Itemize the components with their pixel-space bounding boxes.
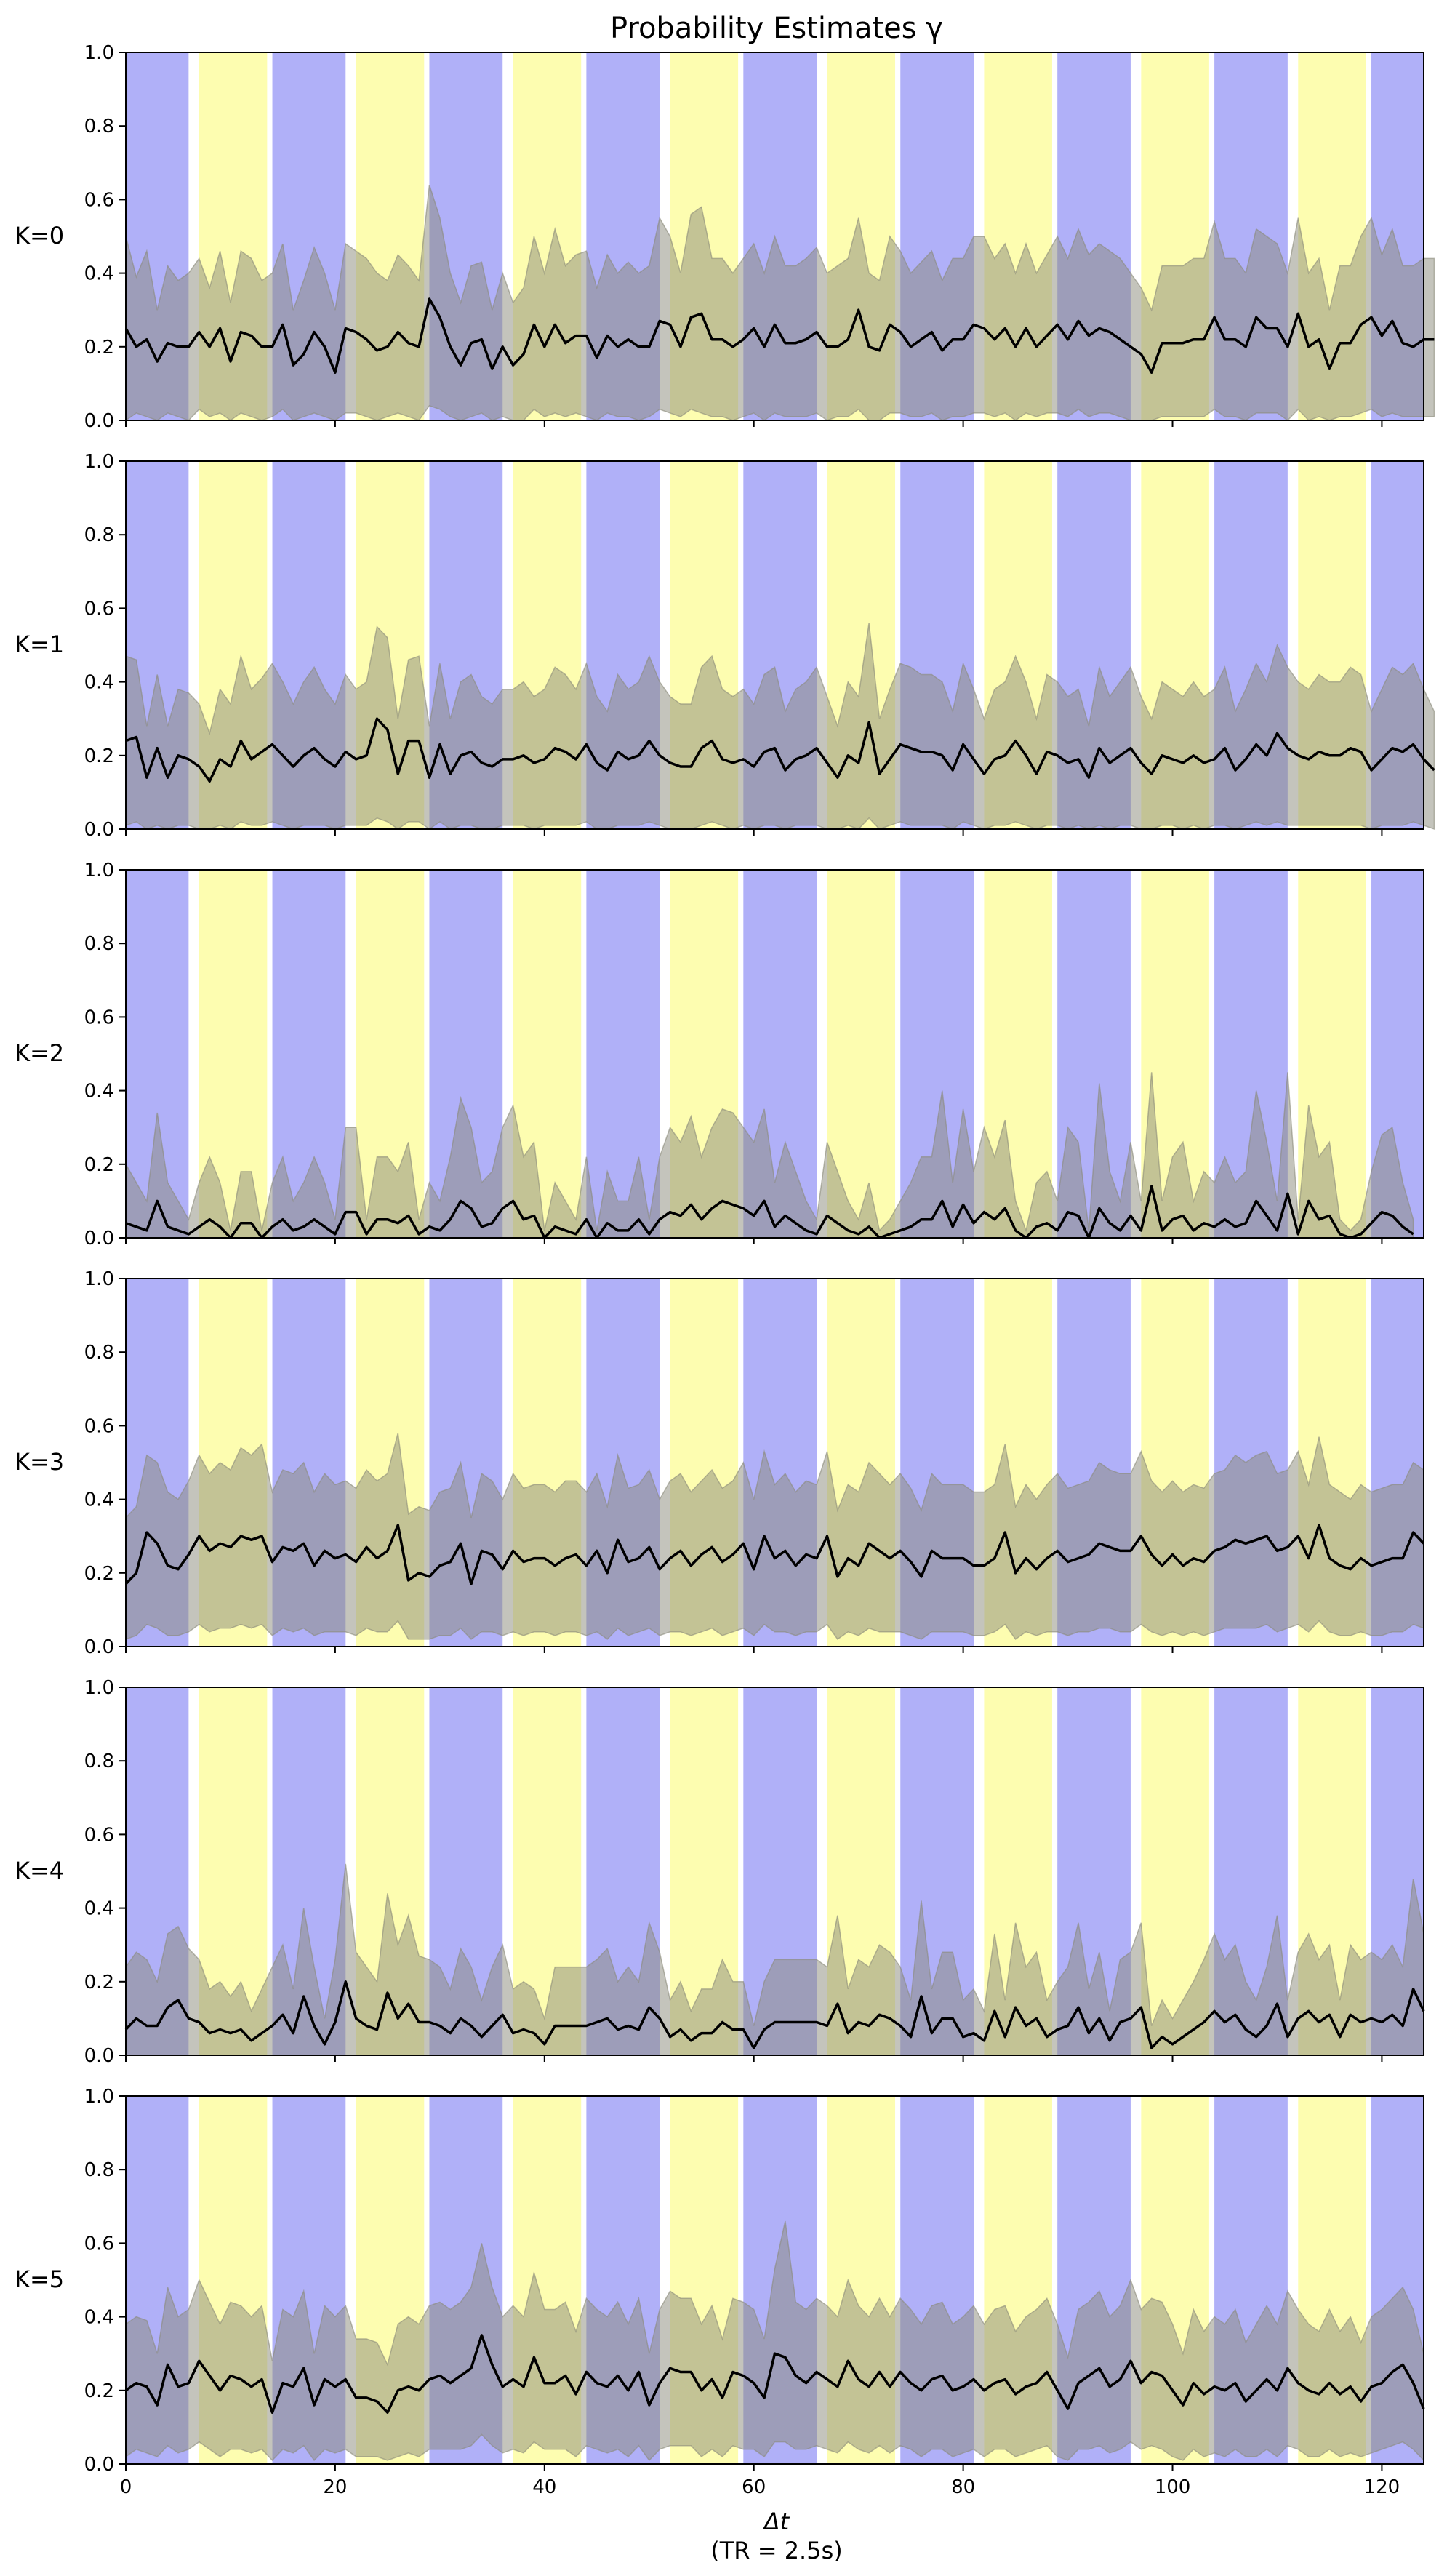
y-tick-label: 1.0 (84, 451, 114, 473)
y-tick-label: 0.8 (84, 116, 114, 137)
y-tick-label: 1.0 (84, 1677, 114, 1699)
y-tick-label: 0.6 (84, 2233, 114, 2255)
confidence-band (125, 623, 1435, 831)
x-tick-label: 100 (1155, 2476, 1191, 2498)
confidence-band (125, 184, 1435, 422)
y-tick-label: 0.0 (84, 819, 114, 841)
figure-title: Probability Estimates γ (610, 12, 943, 45)
subplot-0: 0.0 0.2 0.4 0.6 0.8 1.0 K=0 (15, 42, 1435, 432)
y-tick-label: 1.0 (84, 860, 114, 881)
y-tick-label: 0.8 (84, 1751, 114, 1772)
y-tick-label: 0.6 (84, 598, 114, 620)
y-tick-label: 0.8 (84, 1342, 114, 1364)
y-tick-label: 0.0 (84, 410, 114, 432)
y-tick-label: 0.6 (84, 1007, 114, 1028)
panel-ylabel: K=5 (15, 2265, 64, 2293)
y-tick-label: 0.2 (84, 2380, 114, 2402)
subplot-1: 0.0 0.2 0.4 0.6 0.8 1.0 K=1 (15, 451, 1435, 841)
mean-probability-line (124, 1524, 1425, 1585)
subplot-3: 0.0 0.2 0.4 0.6 0.8 1.0 K=3 (15, 1268, 1425, 1658)
y-tick-label: 1.0 (84, 1268, 114, 1290)
y-tick-label: 0.8 (84, 2159, 114, 2181)
y-tick-label: 0.6 (84, 1824, 114, 1846)
panel-ylabel: K=0 (15, 222, 64, 249)
subplot-5: 0.0 0.2 0.4 0.6 0.8 1.0 0 20 40 60 80 100 120 K=5 (15, 2086, 1425, 2498)
x-tick-label: 40 (532, 2476, 556, 2498)
x-tick-label: 0 (120, 2476, 132, 2498)
mean-probability-line (124, 1980, 1425, 2049)
y-tick-label: 1.0 (84, 2086, 114, 2108)
y-tick-label: 0.4 (84, 2307, 114, 2329)
y-tick-label: 0.0 (84, 2454, 114, 2476)
y-tick-label: 0.4 (84, 1489, 114, 1511)
y-tick-label: 0.6 (84, 189, 114, 211)
mean-probability-line (124, 2334, 1425, 2414)
x-axis-sublabel: (TR = 2.5s) (710, 2537, 842, 2564)
mean-probability-line (124, 297, 1435, 374)
x-tick-label: 60 (742, 2476, 766, 2498)
y-tick-label: 0.0 (84, 1636, 114, 1658)
panel-ylabel: K=3 (15, 1448, 64, 1476)
y-tick-label: 0.6 (84, 1415, 114, 1437)
y-tick-label: 0.4 (84, 1898, 114, 1920)
subplot-stack: 0.0 0.2 0.4 0.6 0.8 1.0 K=0 0.0 0.2 0.4 0.6 0.8 1.0 K… (15, 42, 1435, 2498)
y-tick-label: 0.4 (84, 1081, 114, 1103)
y-tick-label: 0.2 (84, 337, 114, 359)
y-tick-label: 0.8 (84, 933, 114, 955)
y-tick-label: 0.2 (84, 745, 114, 767)
axes-frame (125, 52, 1424, 421)
y-tick-label: 0.4 (84, 672, 114, 694)
panel-ylabel: K=2 (15, 1039, 64, 1067)
y-tick-label: 0.0 (84, 1228, 114, 1249)
axes-frame (125, 869, 1424, 1239)
panel-ylabel: K=1 (15, 631, 64, 658)
axes-frame (125, 1687, 1424, 2056)
y-tick-label: 0.2 (84, 1154, 114, 1176)
mean-probability-line (125, 1185, 1414, 1239)
x-tick-label: 120 (1364, 2476, 1400, 2498)
panel-ylabel: K=4 (15, 1857, 64, 1884)
y-tick-label: 1.0 (84, 42, 114, 64)
y-tick-label: 0.0 (84, 2045, 114, 2067)
mean-probability-line (125, 717, 1435, 783)
x-axis-label: Δt (762, 2508, 790, 2535)
x-tick-label: 80 (951, 2476, 975, 2498)
y-tick-label: 0.8 (84, 524, 114, 546)
y-tick-label: 0.2 (84, 1563, 114, 1585)
y-tick-label: 0.4 (84, 263, 114, 285)
axes-frame (125, 2095, 1424, 2465)
subplot-4: 0.0 0.2 0.4 0.6 0.8 1.0 K=4 (15, 1677, 1425, 2067)
condition-block-blue (586, 870, 660, 1238)
x-tick-label: 20 (323, 2476, 347, 2498)
axes-frame (125, 460, 1424, 830)
axes-frame (125, 1278, 1424, 1647)
y-tick-label: 0.2 (84, 1972, 114, 1993)
subplot-2: 0.0 0.2 0.4 0.6 0.8 1.0 K=2 (15, 860, 1424, 1249)
